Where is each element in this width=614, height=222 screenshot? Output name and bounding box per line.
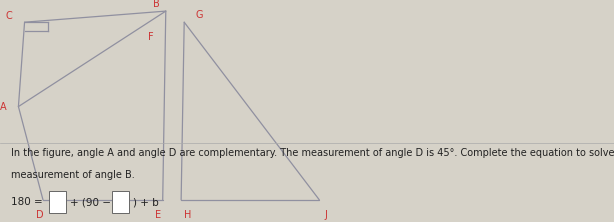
Text: measurement of angle B.: measurement of angle B. <box>11 170 135 180</box>
Text: F: F <box>148 32 154 42</box>
Text: J: J <box>324 210 327 220</box>
Text: A: A <box>0 101 6 112</box>
Text: H: H <box>184 210 191 220</box>
Text: C: C <box>6 11 12 21</box>
Text: 180 =: 180 = <box>11 197 43 207</box>
Text: + (90 −: + (90 − <box>70 197 111 207</box>
Text: B: B <box>154 0 160 9</box>
FancyBboxPatch shape <box>112 191 129 213</box>
Text: ) + b: ) + b <box>133 197 158 207</box>
Text: G: G <box>195 10 203 20</box>
FancyBboxPatch shape <box>49 191 66 213</box>
Text: In the figure, angle A and angle D are complementary. The measurement of angle D: In the figure, angle A and angle D are c… <box>11 148 614 158</box>
Text: E: E <box>155 210 161 220</box>
Text: D: D <box>36 210 44 220</box>
